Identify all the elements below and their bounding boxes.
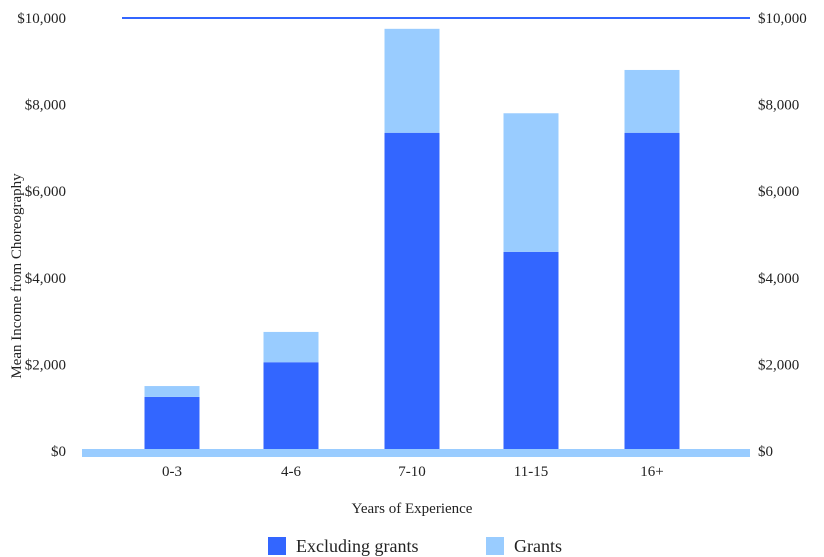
x-tick-label: 7-10 (398, 464, 426, 480)
y-tick-label-right: $10,000 (758, 11, 807, 27)
right-y-axis: $0 $2,000 $4,000 $6,000 $8,000 $10,000 (758, 11, 807, 460)
y-tick-label-left: $2,000 (25, 357, 66, 373)
y-tick-label-left: $4,000 (25, 271, 66, 287)
legend-label-excluding-grants: Excluding grants (296, 536, 418, 556)
y-tick-label-right: $6,000 (758, 184, 799, 200)
y-tick-label-right: $4,000 (758, 271, 799, 287)
bar-excluding-grants-0-3 (144, 396, 200, 451)
y-tick-label-right: $2,000 (758, 357, 799, 373)
x-tick-label: 16+ (640, 464, 663, 480)
y-tick-label-right: $0 (758, 444, 773, 460)
x-axis-title: Years of Experience (352, 501, 473, 517)
bar-grants-11-15 (503, 113, 559, 252)
legend-label-grants: Grants (514, 536, 562, 556)
bar-grants-16+ (624, 69, 680, 133)
bar-grants-7-10 (384, 28, 440, 133)
bar-excluding-grants-4-6 (263, 362, 319, 451)
legend-swatch-grants (486, 537, 504, 555)
y-tick-label-left: $10,000 (17, 11, 66, 27)
y-axis-title: Mean Income from Choreography (9, 173, 25, 379)
y-tick-label-left: $6,000 (25, 184, 66, 200)
x-tick-label: 0-3 (162, 464, 182, 480)
bar-grants-0-3 (144, 386, 200, 397)
x-tick-label: 11-15 (514, 464, 548, 480)
x-tick-label: 4-6 (281, 464, 301, 480)
bar-excluding-grants-7-10 (384, 132, 440, 451)
bar-excluding-grants-11-15 (503, 251, 559, 451)
y-tick-label-left: $0 (51, 444, 66, 460)
y-tick-label-left: $8,000 (25, 98, 66, 114)
bar-excluding-grants-16+ (624, 132, 680, 451)
left-y-axis: $0 $2,000 $4,000 $6,000 $8,000 $10,000 (17, 11, 66, 460)
legend-swatch-excluding-grants (268, 537, 286, 555)
bars (144, 28, 680, 451)
x-axis: 0-3 4-6 7-10 11-15 16+ (162, 464, 664, 480)
x-axis-baseline (82, 449, 750, 457)
legend: Excluding grants Grants (268, 536, 562, 556)
y-tick-label-right: $8,000 (758, 98, 799, 114)
bar-grants-4-6 (263, 331, 319, 363)
